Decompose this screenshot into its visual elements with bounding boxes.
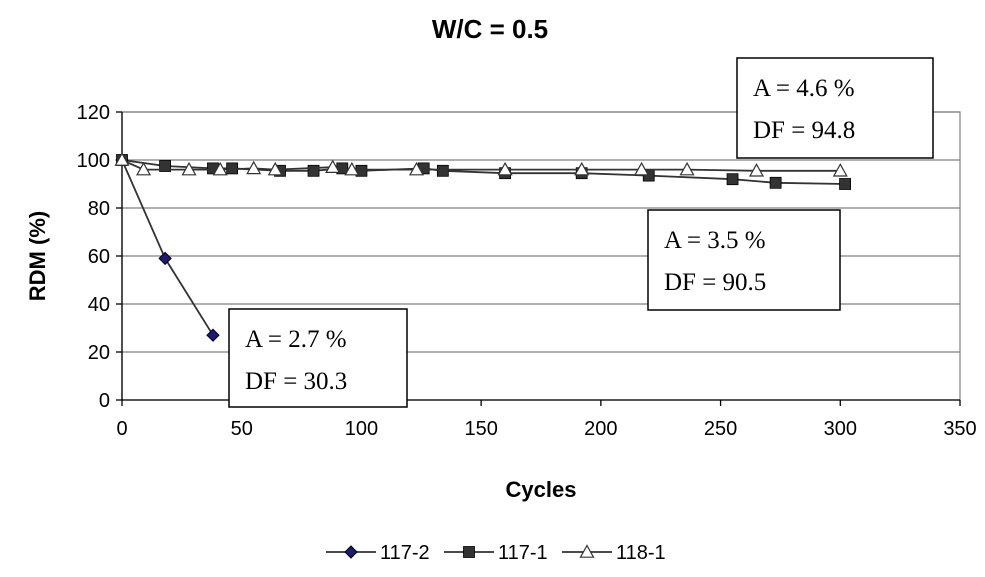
legend-marker-118-1	[579, 544, 595, 558]
annotation-box-3: A = 2.7 % DF = 30.3	[228, 308, 408, 408]
data-point-117-1-1	[159, 160, 171, 172]
axes: 0 20 40 60 80 100 120 0 50 100 150 200 250 300 350	[77, 102, 977, 440]
data-point-117-1-5	[307, 164, 320, 177]
x-axis-label: Cycles	[506, 477, 577, 502]
data-point-117-1-15	[839, 178, 851, 190]
series-group	[114, 152, 851, 342]
data-point-118-1-8	[408, 161, 425, 176]
x-tick-label-100: 100	[345, 418, 378, 440]
data-point-118-1-5	[267, 161, 283, 176]
legend-marker-117-1	[463, 546, 475, 558]
y-tick-label-80: 80	[88, 198, 110, 220]
data-point-118-1-12	[679, 161, 695, 176]
x-tick-label-250: 250	[704, 418, 737, 440]
y-tick-label-120: 120	[77, 102, 110, 124]
series-118-1	[114, 152, 848, 177]
legend-item-117-1: 117-1	[444, 542, 548, 564]
annotation-box-1: A = 4.6 % DF = 94.8	[736, 57, 934, 159]
legend: 117-2 117-1 118-1	[326, 542, 666, 564]
legend-item-117-2: 117-2	[326, 542, 430, 564]
data-point-118-1-0	[114, 152, 130, 166]
x-tick-label-0: 0	[116, 418, 127, 440]
y-tick-label-0: 0	[99, 390, 110, 412]
data-point-118-1-7	[344, 161, 360, 176]
data-point-117-1-14	[769, 176, 782, 189]
y-tick-label-20: 20	[88, 342, 110, 364]
annotation-line1-1: A = 4.6 %	[753, 75, 855, 102]
data-point-118-1-10	[574, 161, 590, 176]
data-point-117-1-13	[726, 173, 739, 186]
y-tick-label-60: 60	[88, 246, 110, 268]
series-117-2	[115, 153, 220, 342]
data-point-118-1-6	[325, 159, 341, 173]
data-point-118-1-14	[832, 163, 848, 177]
data-point-118-1-11	[634, 161, 650, 176]
x-tick-label-350: 350	[943, 418, 976, 440]
data-point-118-1-1	[136, 161, 152, 176]
data-point-117-1-9	[436, 164, 449, 177]
legend-marker-117-2	[344, 545, 358, 559]
x-tick-label-150: 150	[464, 418, 497, 440]
legend-label-118-1: 118-1	[616, 542, 666, 564]
y-axis-label: RDM (%)	[25, 211, 50, 301]
legend-label-117-1: 117-1	[498, 542, 548, 564]
data-point-118-1-9	[497, 161, 513, 176]
annotation-box-2: A = 3.5 % DF = 90.5	[647, 209, 841, 311]
annotation-frame-3	[228, 308, 408, 408]
x-tick-label-200: 200	[584, 418, 617, 440]
legend-item-118-1: 118-1	[562, 542, 666, 564]
annotation-frame-1	[736, 57, 934, 159]
annotation-frame-2	[647, 209, 841, 311]
legend-label-117-2: 117-2	[380, 542, 430, 564]
data-point-117-2-1	[158, 251, 172, 266]
annotation-line1-2: A = 3.5 %	[664, 227, 766, 254]
data-point-118-1-13	[748, 163, 765, 177]
data-point-118-1-4	[246, 160, 262, 175]
annotation-line1-3: A = 2.7 %	[245, 326, 347, 353]
annotation-line2-1: DF = 94.8	[753, 117, 855, 144]
chart-title: W/C = 0.5	[432, 14, 548, 44]
data-point-118-1-3	[212, 161, 228, 176]
x-tick-label-300: 300	[824, 418, 857, 440]
annotation-line2-3: DF = 30.3	[245, 368, 347, 395]
y-tick-label-40: 40	[88, 294, 110, 316]
series-line-117-2	[121, 159, 214, 336]
annotations: A = 4.6 %DF = 94.8A = 3.5 %DF = 90.5A = …	[228, 57, 934, 408]
data-point-118-1-2	[181, 161, 197, 176]
data-point-117-2-2	[206, 328, 220, 342]
annotation-line2-2: DF = 90.5	[664, 269, 766, 296]
x-tick-label-50: 50	[231, 418, 253, 440]
y-tick-label-100: 100	[77, 150, 110, 172]
